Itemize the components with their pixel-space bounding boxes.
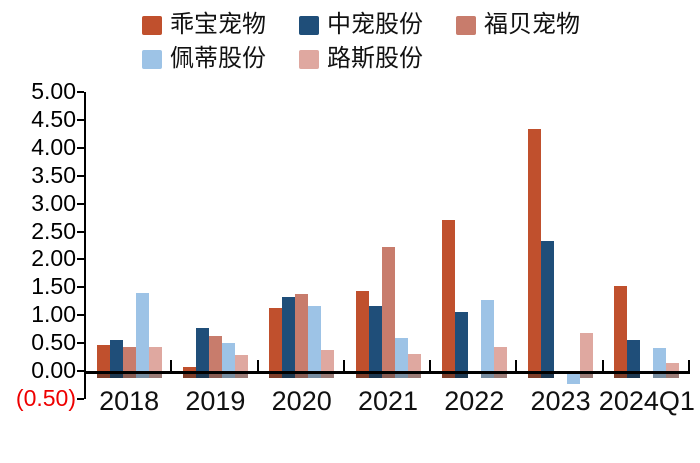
bar-1-s1 — [195, 327, 209, 375]
bar-1-s2 — [208, 335, 222, 375]
x-axis-category-label: 2023 — [530, 386, 591, 417]
y-axis-tick — [77, 118, 84, 121]
x-axis-category-label: 2024Q1 — [598, 386, 695, 417]
y-axis-tick — [77, 202, 84, 205]
bar-0-s4 — [148, 346, 162, 375]
x-axis-tick — [256, 360, 259, 372]
legend-series-label: 中宠股份 — [327, 11, 423, 38]
bar-1-s4 — [234, 355, 248, 375]
y-axis-tick-label: 4.50 — [31, 105, 76, 132]
bar-4-s3 — [480, 300, 494, 375]
x-axis-line — [84, 371, 690, 375]
legend: 乖宝宠物 中宠股份 福贝宠物佩蒂股份 路斯股份 — [142, 8, 632, 76]
bar-5-s1 — [541, 241, 555, 375]
bar-3-s2 — [381, 247, 395, 375]
bar-5-s3 — [567, 374, 581, 385]
bar-0-s1 — [109, 340, 123, 375]
y-axis-tick-label: 5.00 — [31, 78, 76, 104]
x-axis-category-label: 2022 — [444, 386, 505, 417]
y-axis-tick-label: 2.00 — [31, 245, 76, 272]
y-axis-tick — [77, 258, 84, 261]
legend-series-label: 福贝宠物 — [484, 11, 580, 38]
x-axis-category-label: 2019 — [185, 386, 246, 417]
y-axis-tick-label: 1.00 — [31, 301, 76, 328]
x-axis-category-label: 2020 — [271, 386, 332, 417]
bar-1-s0 — [182, 367, 196, 375]
x-axis-tick — [170, 360, 173, 372]
bar-0-s0 — [96, 344, 110, 375]
y-axis-tick-label: (0.50) — [15, 385, 76, 411]
legend-swatch — [142, 15, 162, 35]
y-axis-tick — [77, 174, 84, 177]
y-axis-tick — [77, 370, 84, 373]
legend-series-label: 路斯股份 — [327, 45, 423, 72]
legend-series-label: 佩蒂股份 — [170, 45, 266, 72]
bar-0-s3 — [135, 292, 149, 375]
legend-item: 福贝宠物 — [456, 8, 613, 42]
bar-6-s1 — [627, 340, 641, 375]
bar-3-s1 — [368, 305, 382, 375]
y-axis-tick-label: 0.50 — [31, 329, 76, 356]
legend-swatch — [299, 49, 319, 69]
legend-item: 乖宝宠物 — [142, 8, 299, 42]
bar-6-s0 — [614, 286, 628, 375]
y-axis-tick-label: 1.50 — [31, 273, 76, 300]
bar-2-s2 — [295, 294, 309, 375]
bar-5-s0 — [528, 129, 542, 375]
bar-4-s1 — [454, 311, 468, 375]
bar-3-s4 — [407, 354, 421, 375]
legend-swatch — [299, 15, 319, 35]
y-axis-tick — [77, 398, 84, 400]
legend-item: 路斯股份 — [299, 42, 456, 76]
x-axis-tick — [342, 360, 345, 372]
x-axis-category-label: 2021 — [357, 386, 419, 417]
bar-4-s4 — [493, 347, 507, 375]
bar-0-s2 — [122, 346, 136, 375]
bar-6-s4 — [666, 363, 680, 375]
legend-series-label: 乖宝宠物 — [170, 11, 266, 38]
y-axis-tick-label: 2.50 — [31, 217, 76, 244]
y-axis-tick — [77, 91, 84, 93]
bar-2-s0 — [269, 308, 283, 375]
x-axis-tick — [515, 360, 518, 372]
bar-5-s4 — [580, 333, 594, 375]
bar-2-s4 — [321, 349, 335, 375]
y-axis-tick — [77, 314, 84, 317]
y-axis-tick — [77, 286, 84, 289]
bar-4-s0 — [441, 220, 455, 375]
y-axis-tick — [77, 146, 84, 149]
x-axis-tick — [601, 360, 604, 372]
y-axis-tick — [77, 230, 84, 233]
x-axis-category-label: 2018 — [99, 386, 160, 417]
bar-3-s0 — [355, 291, 369, 375]
y-axis-line — [84, 92, 86, 399]
legend-swatch — [456, 15, 476, 35]
y-axis-tick-label: 0.00 — [31, 357, 76, 384]
bar-2-s1 — [282, 296, 296, 375]
y-axis-tick — [77, 342, 84, 345]
y-axis-tick-label: 4.00 — [31, 133, 76, 160]
legend-item: 中宠股份 — [299, 8, 456, 42]
y-axis-tick-label: 3.50 — [31, 161, 76, 188]
bar-3-s3 — [394, 337, 408, 375]
x-axis-tick — [688, 360, 690, 372]
x-axis-tick — [429, 360, 432, 372]
bar-1-s3 — [221, 343, 235, 375]
bar-6-s3 — [653, 347, 667, 375]
bar-2-s3 — [308, 306, 322, 375]
legend-swatch — [142, 49, 162, 69]
y-axis-tick-label: 3.00 — [31, 189, 76, 216]
legend-item: 佩蒂股份 — [142, 42, 299, 76]
